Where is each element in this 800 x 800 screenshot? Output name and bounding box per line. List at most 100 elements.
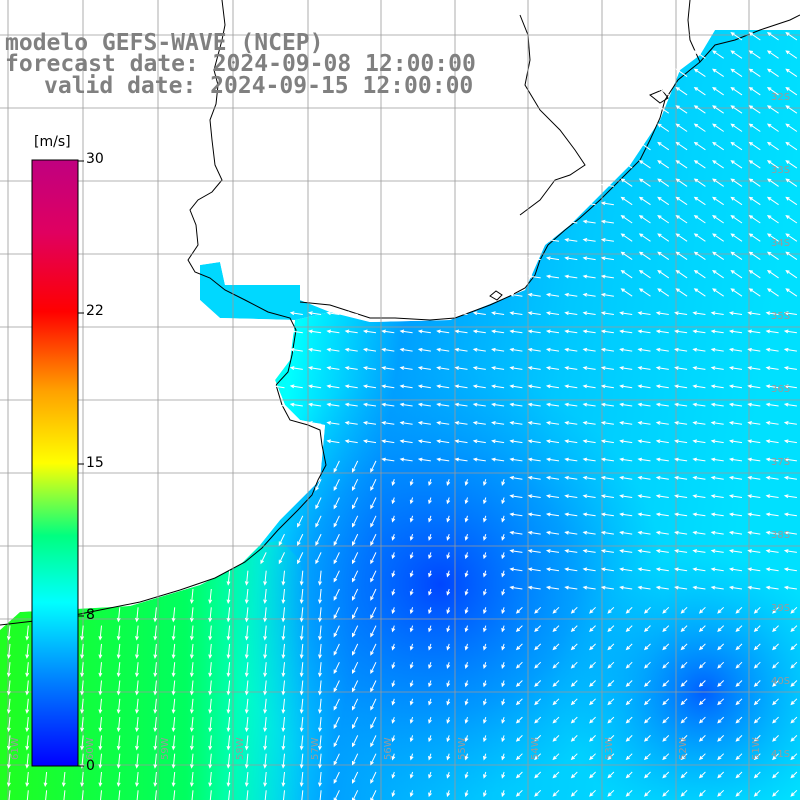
- wind-arrow: [643, 735, 651, 742]
- wind-arrow: [735, 735, 743, 742]
- wind-arrow: [409, 716, 414, 724]
- wind-arrow: [655, 421, 669, 425]
- wind-arrow: [600, 183, 614, 188]
- wind-arrow: [748, 269, 761, 279]
- wind-arrow: [600, 201, 614, 206]
- wind-arrow: [428, 643, 432, 651]
- wind-arrow: [783, 439, 797, 444]
- wind-arrow: [464, 607, 469, 615]
- wind-arrow: [333, 753, 340, 766]
- wind-arrow: [564, 366, 578, 371]
- wind-arrow: [534, 789, 542, 797]
- wind-arrow: [509, 457, 523, 462]
- wind-arrow: [657, 123, 670, 132]
- wind-arrow: [698, 680, 706, 687]
- wind-arrow: [785, 215, 798, 224]
- wind-arrow: [600, 347, 614, 352]
- wind-arrow: [244, 643, 249, 659]
- wind-arrow: [428, 588, 432, 596]
- wind-arrow: [454, 311, 468, 316]
- wind-arrow: [352, 478, 359, 492]
- wind-arrow: [790, 606, 798, 614]
- wind-arrow: [333, 478, 340, 492]
- wind-arrow: [326, 311, 340, 316]
- wind-arrow: [281, 735, 286, 751]
- wind-arrow: [765, 494, 779, 499]
- wind-arrow: [98, 680, 103, 696]
- wind-arrow: [352, 753, 359, 766]
- wind-arrow: [344, 366, 358, 371]
- wind-arrow: [638, 196, 651, 206]
- colorbar-gradient: [31, 159, 79, 767]
- wind-arrow: [527, 512, 541, 517]
- wind-arrow: [692, 402, 706, 407]
- wind-arrow: [315, 497, 322, 510]
- wind-arrow: [344, 384, 358, 389]
- wind-arrow: [509, 494, 523, 499]
- wind-arrow: [428, 662, 432, 669]
- wind-arrow: [333, 460, 340, 473]
- wind-arrow: [436, 421, 450, 425]
- wind-arrow: [710, 366, 724, 371]
- wind-arrow: [399, 402, 413, 407]
- wind-arrow: [153, 771, 158, 788]
- wind-arrow: [600, 311, 614, 316]
- wind-arrow: [370, 716, 377, 729]
- wind-arrow: [545, 494, 560, 499]
- wind-arrow: [662, 661, 670, 669]
- wind-arrow: [545, 366, 560, 371]
- wind-arrow: [607, 606, 615, 614]
- wind-arrow: [589, 753, 596, 761]
- wind-arrow: [582, 366, 596, 371]
- wind-arrow: [417, 457, 431, 462]
- wind-arrow: [582, 585, 596, 590]
- wind-arrow: [509, 567, 523, 572]
- wind-arrow: [545, 384, 560, 389]
- wind-arrow: [785, 178, 798, 187]
- wind-arrow: [564, 439, 578, 444]
- wind-arrow: [693, 50, 706, 59]
- wind-arrow: [135, 717, 139, 733]
- wind-arrow: [582, 475, 596, 480]
- wind-arrow: [98, 753, 103, 769]
- wind-arrow: [370, 478, 377, 492]
- wind-arrow: [281, 753, 286, 769]
- wind-arrow: [333, 661, 340, 675]
- wind-arrow: [409, 643, 414, 651]
- wind-arrow: [600, 402, 614, 407]
- wind-arrow: [730, 178, 743, 187]
- wind-arrow: [446, 588, 451, 596]
- wind-arrow: [785, 86, 798, 96]
- wind-arrow: [171, 662, 176, 678]
- wind-arrow: [191, 790, 194, 800]
- wind-arrow: [264, 790, 267, 800]
- wind-arrow: [428, 625, 432, 633]
- wind-arrow: [333, 515, 340, 528]
- wind-arrow: [244, 771, 249, 788]
- wind-arrow: [281, 643, 286, 659]
- wind-arrow: [564, 219, 578, 224]
- wind-arrow: [730, 215, 743, 224]
- wind-arrow: [766, 215, 779, 224]
- wind-arrow: [464, 479, 469, 486]
- wind-arrow: [625, 661, 633, 669]
- wind-arrow: [712, 160, 724, 169]
- wind-arrow: [515, 680, 523, 687]
- wind-arrow: [710, 457, 724, 462]
- wind-arrow: [446, 698, 451, 706]
- wind-arrow: [515, 716, 523, 724]
- wind-arrow: [747, 384, 761, 389]
- wind-arrow: [674, 421, 688, 425]
- wind-arrow: [607, 771, 615, 779]
- wind-arrow: [753, 753, 761, 761]
- wind-arrow: [657, 105, 670, 114]
- wind-arrow: [464, 790, 469, 798]
- wind-arrow: [135, 680, 139, 696]
- wind-arrow: [326, 402, 340, 407]
- wind-arrow: [472, 439, 486, 444]
- wind-arrow: [564, 475, 578, 480]
- colorbar: [31, 159, 84, 767]
- wind-arrow: [552, 789, 560, 797]
- wind-arrow: [712, 86, 724, 96]
- wind-arrow: [748, 86, 761, 96]
